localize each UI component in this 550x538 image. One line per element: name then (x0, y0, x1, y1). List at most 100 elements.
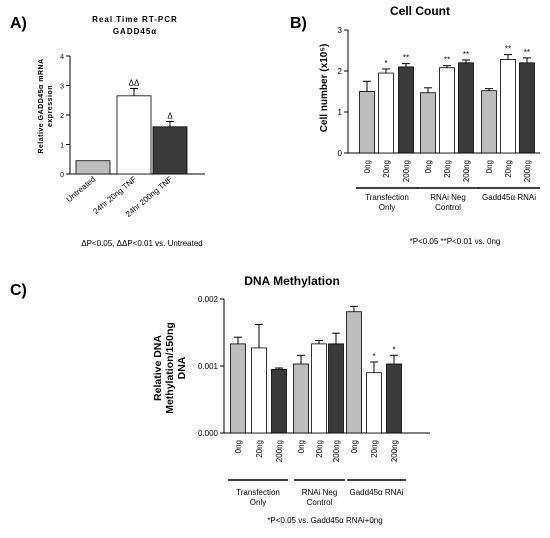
y-tick-label: 3 (338, 26, 343, 35)
bar (251, 347, 267, 434)
bar (311, 343, 327, 434)
category-label: 0ng (297, 440, 306, 453)
bar (386, 363, 402, 434)
category-label: 20ng (255, 440, 264, 458)
group-label-line2: Control (307, 498, 333, 507)
significance-mark: ** (505, 45, 511, 54)
category-label: Untreated (65, 175, 98, 204)
panel-a-ylabel-line1: Relative GADD45α mRNA (38, 58, 45, 153)
panel-c-title: DNA Methylation (244, 274, 340, 288)
panel-a-ylabel-line2: expression (47, 85, 54, 127)
bar (458, 62, 474, 154)
category-label: 20ng (370, 440, 379, 458)
bar (378, 72, 394, 154)
bar (116, 95, 152, 175)
bar (346, 311, 362, 434)
panel-c-ylabel-line1: Relative DNA (152, 335, 164, 401)
category-label: 20ng (382, 160, 391, 178)
panel-c-category-labels: 0ng 20ng 200ng 0ng 20ng 200ng 0ng 20ng 200ng (234, 440, 399, 462)
group-label-line1: Transfection (365, 193, 409, 202)
bar (500, 59, 516, 154)
panel-c-label: C) (10, 282, 27, 299)
category-label: 20ng (443, 160, 452, 178)
y-tick-label: 1 (60, 143, 64, 150)
category-label: 200ng (332, 440, 341, 462)
panel-c: C) DNA Methylation Relative DNA Methylat… (10, 274, 430, 525)
y-tick-label: 4 (60, 54, 64, 61)
significance-mark: * (392, 345, 395, 354)
group-label-line1: RNAi Neg (430, 193, 466, 202)
panel-a-bars: ΔΔΔ (75, 78, 188, 175)
category-label: 200ng (523, 160, 532, 182)
category-label: 20ng (315, 440, 324, 458)
category-label: 0ng (350, 440, 359, 453)
significance-mark: ** (444, 56, 450, 65)
bar (152, 126, 188, 175)
y-tick-label: 0.000 (198, 429, 219, 438)
bar (366, 372, 382, 434)
category-label: 200ng (275, 440, 284, 462)
category-label: 200ng (462, 160, 471, 182)
bar (75, 160, 111, 175)
y-tick-label: 2 (338, 67, 343, 76)
panel-b-category-labels: 0ng 20ng 200ng 0ng 20ng 200ng 0ng 20ng 200ng (363, 160, 532, 182)
bar (439, 67, 455, 154)
bar (271, 368, 287, 434)
panel-b-label: B) (290, 15, 307, 32)
significance-mark: ** (403, 54, 409, 63)
significance-mark: ** (524, 48, 530, 57)
bar (328, 343, 344, 434)
bar (481, 90, 497, 154)
panel-b-title: Cell Count (390, 4, 450, 18)
group-label-line1: Gadd45α RNAi (482, 193, 536, 202)
category-label: 0ng (424, 160, 433, 173)
panel-a: A) Real Time RT-PCR GADD45α Relative GAD… (10, 15, 205, 248)
y-tick-label: 0.001 (198, 362, 219, 371)
y-tick-label: 1 (338, 108, 343, 117)
bar (293, 363, 309, 434)
panel-a-title: Real Time RT-PCR (92, 15, 178, 24)
significance-mark: * (384, 59, 387, 68)
category-label: 0ng (234, 440, 243, 453)
category-label: 200ng (390, 440, 399, 462)
y-tick-label: 0 (60, 172, 64, 179)
bar (398, 66, 414, 154)
bar (359, 91, 375, 154)
bar (420, 92, 436, 154)
group-label-line2: Only (250, 498, 266, 507)
y-tick-label: 3 (60, 84, 64, 91)
panel-c-ylabel-line3: DNA (176, 356, 188, 379)
panel-c-bars: ** (230, 305, 402, 434)
y-tick-label: 0 (338, 149, 343, 158)
panel-c-ylabel-line2: Methylation/150ng (164, 322, 176, 414)
significance-mark: ΔΔ (129, 78, 140, 87)
y-tick-label: 0.002 (198, 295, 219, 304)
group-label-line2: Only (379, 203, 395, 212)
significance-mark: Δ (167, 111, 173, 120)
category-label: 0ng (485, 160, 494, 173)
significance-mark: ** (463, 50, 469, 59)
category-label: 0ng (363, 160, 372, 173)
group-label-line2: Control (435, 203, 461, 212)
group-label-line1: Gadd45α RNAi (350, 488, 404, 497)
panel-a-footnote: ΔP<0.05, ΔΔP<0.01 vs. Untreated (81, 239, 202, 248)
group-label-line1: RNAi Neg (302, 488, 338, 497)
significance-mark: * (372, 352, 375, 361)
bar (519, 62, 535, 154)
category-label: 200ng (402, 160, 411, 182)
panel-b-ylabel: Cell number (x10⁵) (319, 44, 330, 133)
panel-a-label: A) (10, 15, 27, 32)
panel-c-footnote: *P<0.05 vs. Gadd45α RNAi+0ng (267, 516, 382, 525)
group-label-line1: Transfection (236, 488, 280, 497)
panel-a-subtitle: GADD45α (113, 27, 157, 36)
bar (230, 343, 246, 434)
category-label: 20ng (504, 160, 513, 178)
panel-b-footnote: *P<0.05 **P<0.01 vs. 0ng (410, 237, 501, 246)
y-tick-label: 2 (60, 113, 64, 120)
